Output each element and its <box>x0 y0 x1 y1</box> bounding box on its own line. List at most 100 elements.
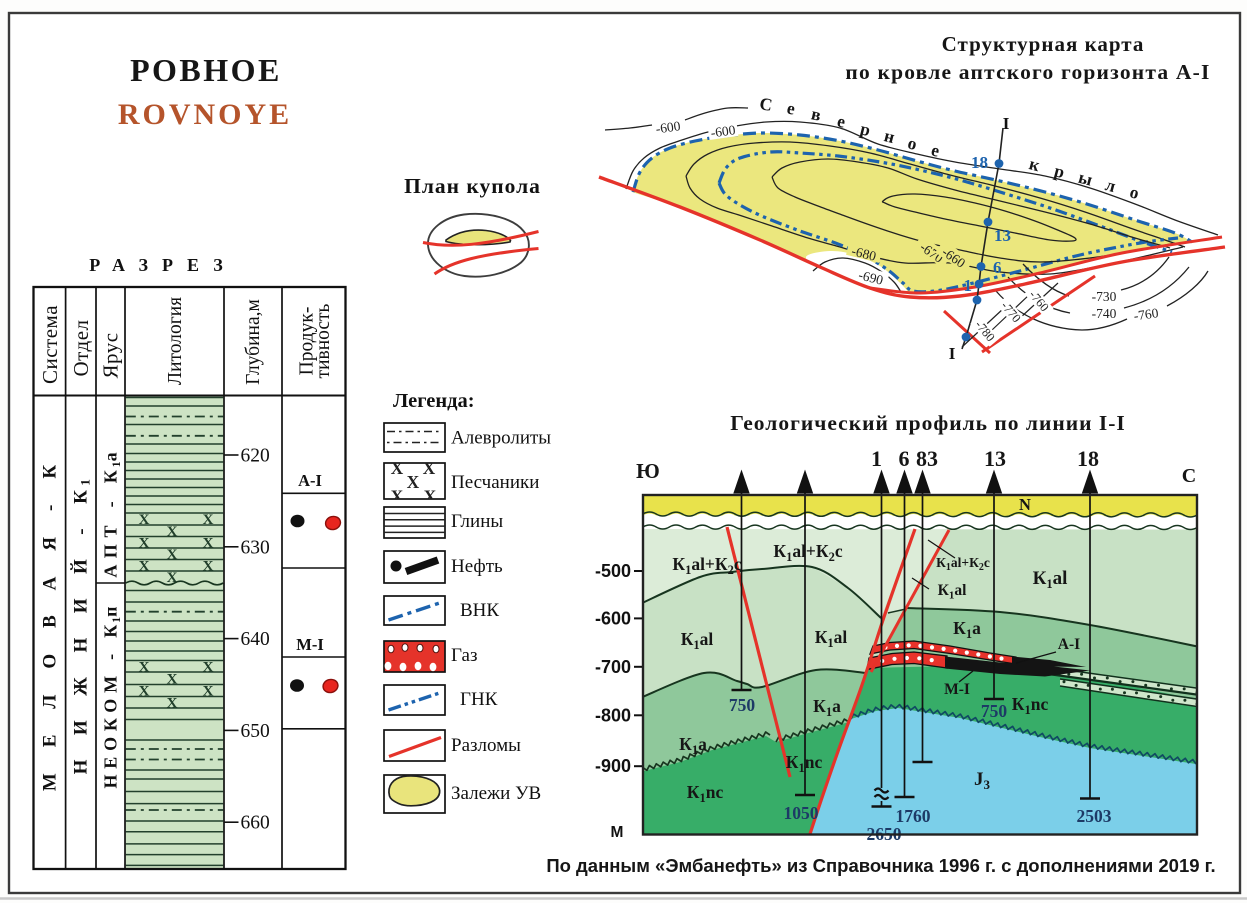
svg-text:АПТ - К1а: АПТ - К1а <box>101 452 124 577</box>
svg-text:X: X <box>391 487 404 507</box>
svg-text:Ю: Ю <box>636 459 660 483</box>
svg-text:-500: -500 <box>595 561 631 581</box>
svg-text:750: 750 <box>729 695 756 715</box>
svg-text:е: е <box>785 98 797 119</box>
svg-text:К1al: К1al <box>1033 568 1068 591</box>
svg-text:18: 18 <box>971 153 988 172</box>
svg-text:Разломы: Разломы <box>451 735 521 756</box>
svg-text:X: X <box>139 536 150 552</box>
svg-text:МЕЛОВАЯ-К: МЕЛОВАЯ-К <box>39 439 60 791</box>
svg-text:К1nc: К1nc <box>687 782 724 805</box>
svg-text:I: I <box>949 344 956 363</box>
svg-text:650: 650 <box>241 721 270 742</box>
svg-text:Система: Система <box>38 305 62 384</box>
svg-text:К1nc: К1nc <box>1012 694 1049 717</box>
svg-text:X: X <box>203 559 214 575</box>
svg-text:X: X <box>167 524 178 540</box>
svg-text:I: I <box>1003 114 1010 133</box>
svg-text:-800: -800 <box>595 705 631 725</box>
svg-text:-690: -690 <box>857 267 885 288</box>
svg-text:Ярус: Ярус <box>99 332 123 378</box>
svg-text:X: X <box>203 536 214 552</box>
svg-text:13: 13 <box>994 226 1011 245</box>
svg-text:630: 630 <box>241 537 270 558</box>
svg-text:Глубина,м: Глубина,м <box>243 299 264 385</box>
svg-text:-600: -600 <box>655 118 682 136</box>
svg-text:A-I: A-I <box>298 471 322 490</box>
svg-text:6: 6 <box>993 258 1002 277</box>
svg-text:К1nc: К1nc <box>786 752 823 775</box>
svg-text:X: X <box>139 512 150 528</box>
svg-text:X: X <box>167 570 178 586</box>
svg-text:-700: -700 <box>595 657 631 677</box>
svg-text:X: X <box>167 547 178 563</box>
svg-text:X: X <box>167 672 178 688</box>
svg-text:Песчаники: Песчаники <box>451 472 539 493</box>
svg-text:Геологический профиль по линии: Геологический профиль по линии I-I <box>730 411 1126 435</box>
svg-text:Алевролиты: Алевролиты <box>451 428 551 449</box>
svg-text:Глины: Глины <box>451 511 503 532</box>
svg-text:1050: 1050 <box>784 803 819 823</box>
svg-text:640: 640 <box>241 629 270 650</box>
svg-text:1: 1 <box>964 276 973 295</box>
svg-text:М: М <box>611 824 624 841</box>
svg-text:Структурная карта: Структурная карта <box>942 32 1145 56</box>
svg-text:X: X <box>203 660 214 676</box>
svg-text:Газ: Газ <box>451 645 477 666</box>
svg-text:ГНК: ГНК <box>460 689 498 710</box>
svg-text:X: X <box>139 684 150 700</box>
svg-text:Легенда:: Легенда: <box>393 390 475 412</box>
svg-text:Отдел: Отдел <box>69 319 93 376</box>
svg-text:X: X <box>203 512 214 528</box>
svg-text:620: 620 <box>241 446 270 467</box>
svg-text:А-I: А-I <box>1058 636 1080 653</box>
svg-text:тивность: тивность <box>313 303 334 378</box>
svg-text:С: С <box>758 93 774 115</box>
svg-text:X: X <box>139 559 150 575</box>
svg-text:X: X <box>391 458 404 478</box>
svg-text:-600: -600 <box>595 608 631 628</box>
svg-text:2503: 2503 <box>1077 806 1112 826</box>
svg-text:-680: -680 <box>850 243 878 264</box>
svg-text:Залежи УВ: Залежи УВ <box>451 783 541 804</box>
svg-text:X: X <box>423 458 436 478</box>
svg-text:Нефть: Нефть <box>451 556 503 577</box>
svg-text:-600: -600 <box>710 122 737 140</box>
svg-text:1: 1 <box>871 446 882 471</box>
svg-text:К1al: К1al <box>681 629 714 652</box>
svg-text:С: С <box>1182 465 1196 487</box>
svg-text:X: X <box>424 487 437 507</box>
svg-text:РАЗРЕЗ: РАЗРЕЗ <box>89 255 236 275</box>
svg-text:по кровле аптского горизонта А: по кровле аптского горизонта А-I <box>845 60 1210 84</box>
svg-text:Литология: Литология <box>165 297 186 385</box>
svg-text:в: в <box>810 103 823 125</box>
svg-text:Продук-: Продук- <box>297 307 318 376</box>
svg-text:К1a: К1a <box>813 696 841 719</box>
svg-text:750: 750 <box>981 701 1008 721</box>
svg-text:К1a: К1a <box>679 734 707 757</box>
svg-text:18: 18 <box>1077 446 1099 471</box>
svg-text:N: N <box>1019 495 1031 514</box>
svg-text:-760: -760 <box>1133 305 1160 323</box>
svg-text:К1al: К1al <box>815 627 848 650</box>
svg-text:-900: -900 <box>595 756 631 776</box>
svg-text:НЕОКОМ - К1п: НЕОКОМ - К1п <box>101 606 124 788</box>
svg-text:X: X <box>203 684 214 700</box>
svg-text:83: 83 <box>916 446 938 471</box>
svg-text:ВНК: ВНК <box>460 600 499 621</box>
svg-text:По данным «Эмбанефть» из Справ: По данным «Эмбанефть» из Справочника 199… <box>546 855 1215 876</box>
svg-text:К1al: К1al <box>938 582 968 602</box>
svg-text:ы: ы <box>1076 167 1095 190</box>
svg-text:660: 660 <box>241 813 270 834</box>
svg-text:ROVNOYE: ROVNOYE <box>118 98 292 131</box>
svg-text:X: X <box>407 472 420 492</box>
svg-text:НИЖНИЙ-К1: НИЖНИЙ-К1 <box>69 466 92 775</box>
svg-text:1760: 1760 <box>896 806 931 826</box>
svg-text:План купола: План купола <box>404 174 541 198</box>
svg-text:РОВНОЕ: РОВНОЕ <box>130 52 282 88</box>
svg-text:-740: -740 <box>1092 306 1117 321</box>
svg-text:X: X <box>139 660 150 676</box>
svg-text:К1a: К1a <box>953 618 981 641</box>
svg-text:М-I: М-I <box>944 681 970 698</box>
svg-text:X: X <box>167 696 178 712</box>
